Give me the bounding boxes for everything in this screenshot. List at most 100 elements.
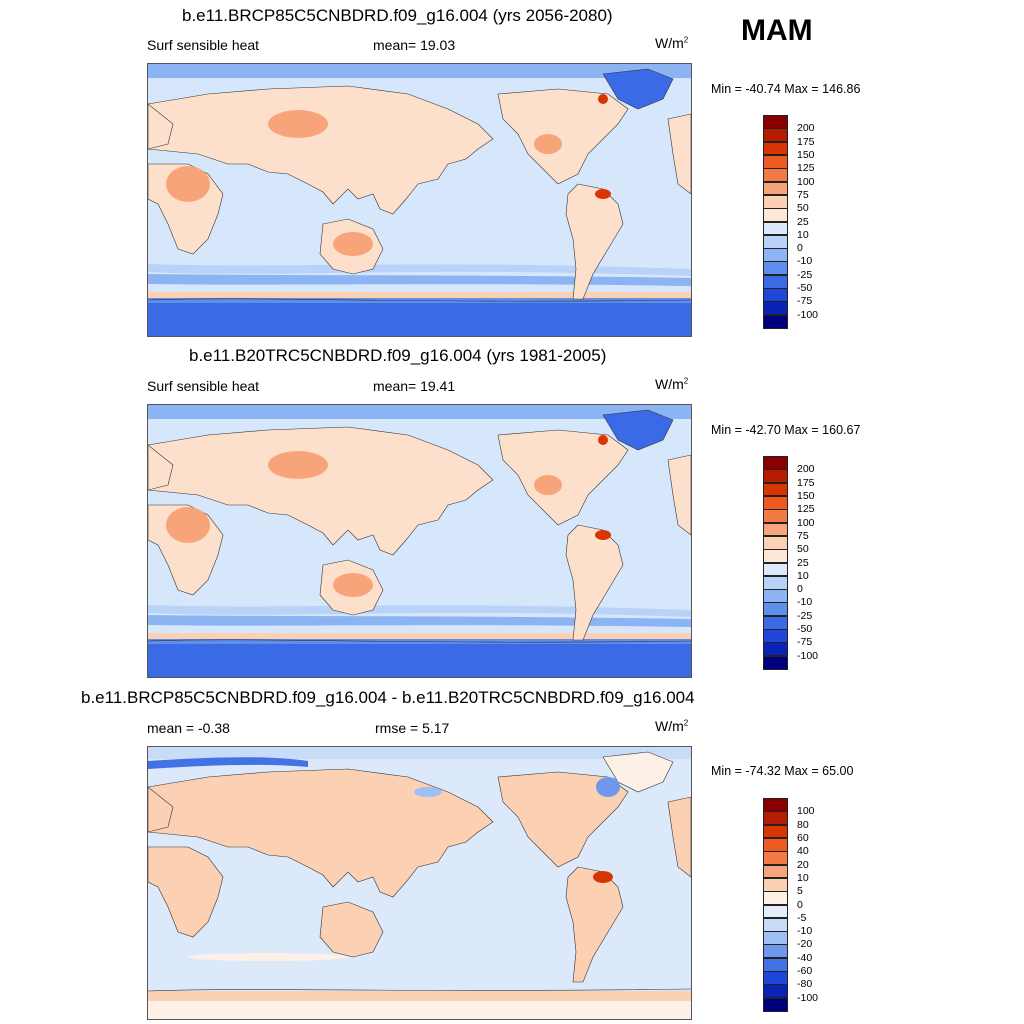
colorbar-swatch — [763, 234, 788, 249]
hotspot-australia — [333, 232, 373, 256]
landmass-namerica — [497, 88, 629, 185]
hotspot-caribbean — [593, 871, 613, 883]
landmass-eurasia — [148, 426, 494, 556]
panel-1-colorbar: 200 175 150 125 100 75 50 25 10 0 -10 -25 -50 -75 -100 — [763, 115, 818, 329]
arctic-band — [148, 64, 691, 78]
hotspot-namerica — [534, 134, 562, 154]
colorbar-swatch — [763, 194, 788, 209]
colorbar-swatch — [763, 917, 788, 932]
hotspot-caribbean — [595, 189, 611, 199]
hotspot-australia — [333, 573, 373, 597]
colorbar-swatch — [763, 495, 788, 510]
hotspot-caribbean — [595, 530, 611, 540]
landmass-samerica — [565, 524, 624, 641]
colorbar-swatch — [763, 798, 788, 812]
colorbar-tick-label: -10 — [797, 925, 813, 938]
panel-3-colorbar: 100 80 60 40 20 10 5 0 -5 -10 -20 -40 -60 -80 -100 — [763, 798, 818, 1012]
colorbar-swatch — [763, 642, 788, 657]
antarctic-coastline — [148, 639, 691, 643]
colorbar-tick-label: 150 — [797, 148, 815, 161]
colorbar-tick-label: -75 — [797, 295, 813, 308]
colorbar-tick-label: -80 — [797, 978, 813, 991]
colorbar-swatch — [763, 971, 788, 985]
colorbar-tick-label: -5 — [797, 911, 807, 924]
colorbar-swatch — [763, 811, 788, 826]
colorbar-tick-label: -10 — [797, 596, 813, 609]
colorbar-swatch — [763, 824, 788, 839]
colorbar-tick-label: 0 — [797, 898, 803, 911]
colorbar-tick-label: 100 — [797, 805, 815, 818]
colorbar-swatch — [763, 877, 788, 892]
colorbar-swatch — [763, 575, 788, 590]
colorbar-swatch — [763, 301, 788, 316]
landmass-australia — [319, 901, 384, 958]
landmass-samerica — [565, 866, 624, 983]
landmass-europeLeft — [148, 786, 174, 833]
hotspot-namerica — [534, 475, 562, 495]
panel-2-title: b.e11.B20TRC5CNBDRD.f09_g16.004 (yrs 198… — [189, 346, 607, 365]
colorbar-tick-label: 40 — [797, 845, 809, 858]
colorbar-tick-label: -10 — [797, 255, 813, 268]
colorbar-tick-label: 20 — [797, 858, 809, 871]
colorbar-tick-label: 200 — [797, 463, 815, 476]
panel-3-rmse-label: rmse = 5.17 — [375, 720, 450, 736]
panel-2-variable-label: Surf sensible heat — [147, 378, 260, 394]
colorbar-swatch — [763, 851, 788, 866]
colorbar-tick-label: 100 — [797, 516, 815, 529]
colorbar-tick-label: -100 — [797, 649, 819, 662]
hotspot-labrador — [598, 94, 608, 104]
panel-2-mean-label: mean= 19.41 — [373, 378, 456, 394]
colorbar-swatch — [763, 944, 788, 959]
landmass-europeRight — [667, 796, 691, 878]
colorbar-tick-label: 10 — [797, 228, 809, 241]
colorbar-swatch — [763, 562, 788, 577]
landmass-europeLeft — [148, 444, 174, 491]
antarctic-region — [148, 1001, 691, 1019]
colorbar-tick-label: -25 — [797, 268, 813, 281]
colorbar-tick-label: 25 — [797, 215, 809, 228]
colorbar-tick-label: 175 — [797, 135, 815, 148]
colorbar-tick-label: -50 — [797, 282, 813, 295]
colorbar-tick-label: 50 — [797, 202, 809, 215]
colorbar-tick-label: 5 — [797, 885, 803, 898]
colorbar-tick-label: 200 — [797, 122, 815, 135]
colorbar-tick-label: 60 — [797, 831, 809, 844]
landmass-greenland — [602, 68, 674, 110]
coldspot-labrador — [596, 777, 620, 797]
colorbar-swatch — [763, 522, 788, 537]
colorbar-tick-label: 10 — [797, 871, 809, 884]
panel-1-units: W/m2 — [655, 35, 689, 51]
panel-1-minmax: Min = -40.74 Max = 146.86 — [711, 82, 861, 96]
colorbar-tick-label: 0 — [797, 242, 803, 255]
colorbar-tick-label: 25 — [797, 556, 809, 569]
panel-1-mean-label: mean= 19.03 — [373, 37, 456, 53]
colorbar-tick-label: 100 — [797, 175, 815, 188]
panel-3-map — [147, 746, 692, 1020]
landmass-africa — [148, 846, 224, 938]
landmass-namerica — [497, 429, 629, 526]
panel-3-units: W/m2 — [655, 718, 689, 734]
colorbar-swatch — [763, 221, 788, 236]
colorbar-swatch — [763, 456, 788, 470]
colorbar-tick-label: -100 — [797, 308, 819, 321]
colorbar-swatch — [763, 141, 788, 156]
arctic-band — [148, 405, 691, 419]
colorbar-tick-label: 75 — [797, 188, 809, 201]
landmass-samerica — [565, 183, 624, 300]
colorbar-swatch — [763, 535, 788, 550]
antarctic-region — [148, 643, 691, 677]
antarctic-coastline — [148, 298, 691, 302]
colorbar-tick-label: -40 — [797, 951, 813, 964]
panel-3-title: b.e11.BRCP85C5CNBDRD.f09_g16.004 - b.e11… — [81, 688, 695, 707]
landmass-europeRight — [667, 113, 691, 195]
panel-2-colorbar: 200 175 150 125 100 75 50 25 10 0 -10 -25 -50 -75 -100 — [763, 456, 818, 670]
colorbar-swatch — [763, 629, 788, 643]
colorbar-swatch — [763, 154, 788, 169]
hotspot-sahara — [166, 507, 210, 543]
colorbar-tick-label: 125 — [797, 503, 815, 516]
colorbar-tick-label: -100 — [797, 991, 819, 1004]
season-label: MAM — [741, 14, 813, 47]
panel-3-mean-label: mean = -0.38 — [147, 720, 230, 736]
colorbar-swatch — [763, 589, 788, 603]
colorbar-swatch — [763, 864, 788, 879]
